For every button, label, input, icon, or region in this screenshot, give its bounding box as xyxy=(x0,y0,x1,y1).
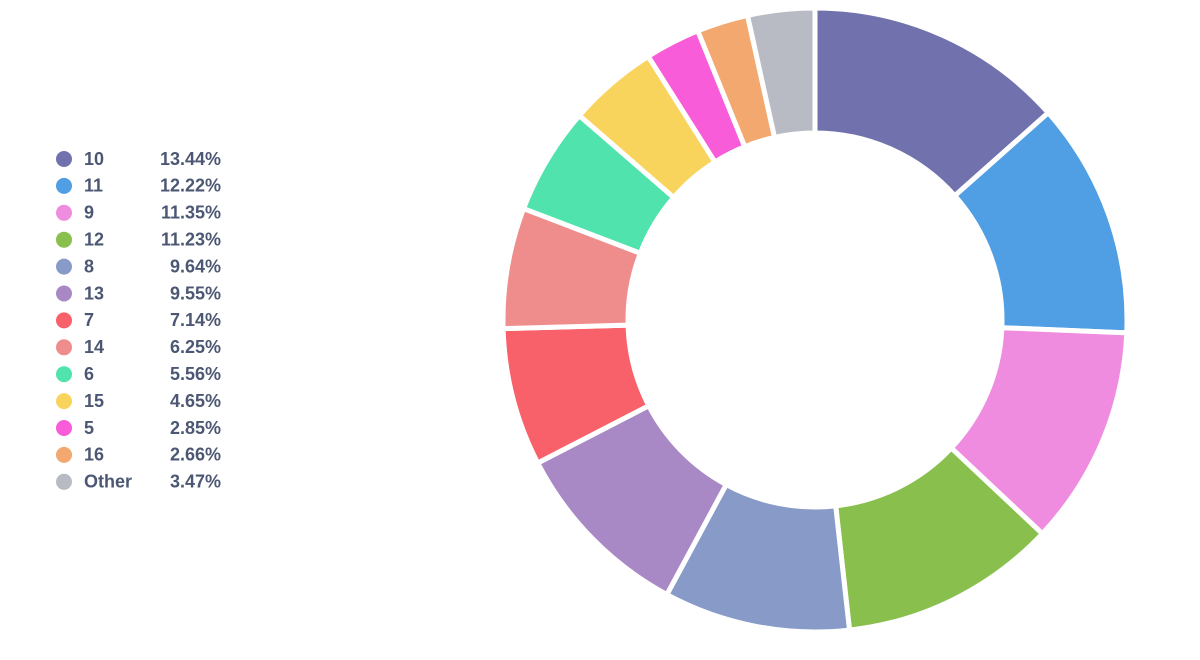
legend-label: 8 xyxy=(84,256,94,276)
legend-value: 9.55% xyxy=(170,283,221,303)
legend-value: 3.47% xyxy=(170,472,221,492)
legend-label: 11 xyxy=(84,176,103,196)
legend-value: 2.85% xyxy=(170,418,221,438)
legend-value: 11.23% xyxy=(161,229,221,249)
legend-label: 10 xyxy=(84,149,104,169)
legend-marker xyxy=(56,204,72,221)
legend-label: 16 xyxy=(84,445,104,465)
legend-marker xyxy=(56,177,72,194)
legend-label: 6 xyxy=(84,364,94,384)
legend: 10 13.44% 11 12.22% 9 11.35% 12 11.23% 8 9.64% 13 9… xyxy=(56,149,221,492)
legend-marker xyxy=(56,473,72,490)
legend-label: Other xyxy=(84,472,132,492)
legend-value: 9.64% xyxy=(170,256,221,276)
legend-label: 9 xyxy=(84,203,94,223)
legend-value: 5.56% xyxy=(170,364,221,384)
legend-marker xyxy=(56,312,72,329)
legend-value: 11.35% xyxy=(161,203,221,223)
legend-marker xyxy=(56,258,72,275)
legend-label: 7 xyxy=(84,310,94,330)
legend-marker xyxy=(56,366,72,383)
legend-label: 14 xyxy=(84,337,104,357)
legend-marker xyxy=(56,393,72,410)
legend-marker xyxy=(56,339,72,356)
legend-label: 13 xyxy=(84,283,104,303)
legend-value: 7.14% xyxy=(170,310,221,330)
legend-value: 12.22% xyxy=(160,176,221,196)
legend-value: 6.25% xyxy=(170,337,221,357)
slice xyxy=(745,5,818,140)
legend-marker xyxy=(56,446,72,463)
legend-label: 12 xyxy=(84,229,104,249)
legend-value: 13.44% xyxy=(160,149,221,169)
legend-label: 5 xyxy=(84,418,94,438)
legend-value: 2.66% xyxy=(170,445,221,465)
legend-marker xyxy=(56,231,72,248)
legend-marker xyxy=(56,285,72,302)
legend-marker xyxy=(56,420,72,436)
legend-value: 4.65% xyxy=(170,391,221,411)
legend-marker xyxy=(56,151,72,167)
legend-label: 15 xyxy=(84,391,104,411)
